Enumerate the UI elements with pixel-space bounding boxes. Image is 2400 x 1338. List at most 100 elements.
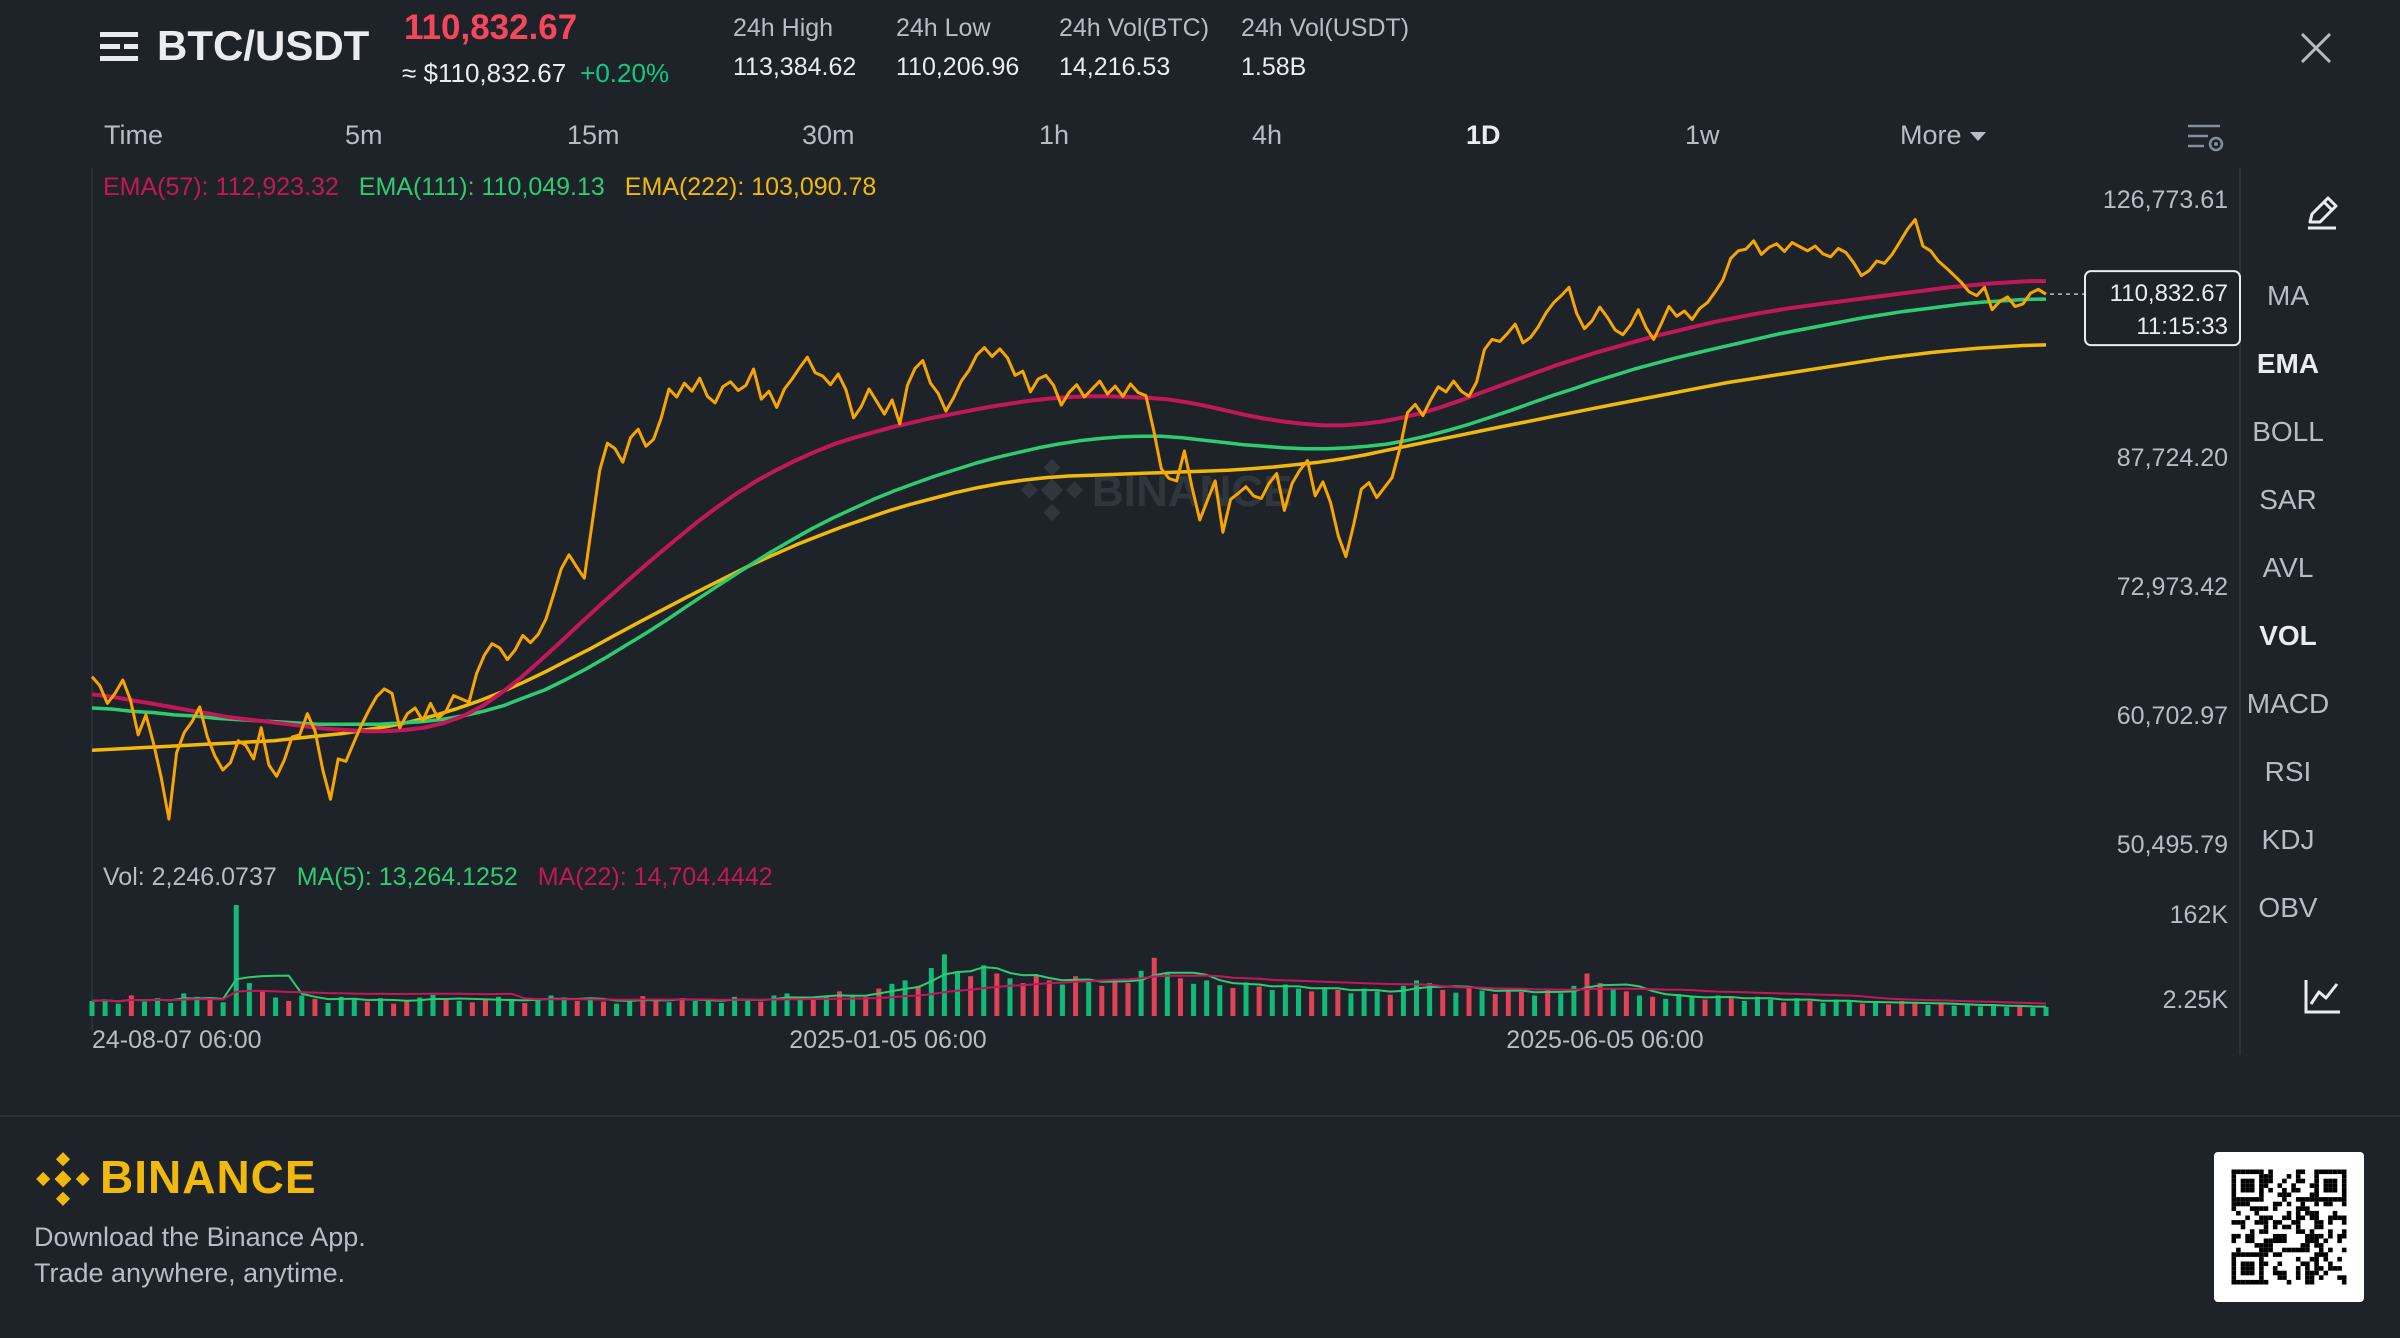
qr-module (2259, 1215, 2264, 1221)
volume-bar (1230, 987, 1236, 1016)
qr-module (2263, 1215, 2269, 1221)
tab-1h[interactable]: 1h (1039, 120, 1070, 150)
volume-bar (2030, 1007, 2036, 1016)
stat-24h-low: 24h Low 110,206.96 (896, 14, 1019, 82)
volume-bar (1636, 995, 1642, 1016)
volume-bar (1282, 984, 1288, 1016)
qr-module (2277, 1233, 2283, 1239)
tab-5m[interactable]: 5m (345, 120, 383, 150)
qr-module (2268, 1174, 2273, 1179)
volume-bar (1663, 998, 1669, 1016)
stat-label: 24h High (733, 14, 834, 42)
qr-module (2314, 1233, 2319, 1239)
qr-module (2328, 1169, 2333, 1175)
qr-module (2314, 1266, 2319, 1271)
qr-module (2277, 1270, 2283, 1276)
indicator-avl[interactable]: AVL (2262, 552, 2314, 583)
tab-1d[interactable]: 1D (1466, 120, 1501, 150)
footer-tagline-1: Download the Binance App. (34, 1222, 366, 1252)
volume-bar (692, 1000, 698, 1016)
ema111-line (91, 297, 2047, 726)
indicator-vol[interactable]: VOL (2259, 620, 2317, 651)
chart-type-icon[interactable] (2302, 976, 2342, 1016)
tab-1w[interactable]: 1w (1685, 120, 1720, 150)
indicator-macd[interactable]: MACD (2246, 688, 2330, 719)
indicator-boll[interactable]: BOLL (2252, 416, 2324, 447)
qr-module (2249, 1266, 2255, 1271)
tab-30m[interactable]: 30m (802, 120, 855, 150)
qr-module (2341, 1178, 2347, 1184)
qr-module (2332, 1178, 2338, 1184)
qr-module (2254, 1220, 2260, 1225)
qr-module (2236, 1169, 2241, 1175)
qr-module (2328, 1178, 2333, 1184)
qr-module (2249, 1279, 2255, 1285)
qr-module (2295, 1174, 2301, 1179)
tab-4h[interactable]: 4h (1252, 120, 1283, 150)
indicator-kdj[interactable]: KDJ (2261, 824, 2315, 855)
chart-lines (90, 218, 2047, 821)
qr-module (2259, 1192, 2264, 1198)
volume-bar (443, 998, 449, 1016)
volume-bar (351, 999, 357, 1016)
qr-module (2337, 1238, 2342, 1244)
volume-bar (745, 999, 751, 1016)
qr-module (2231, 1183, 2237, 1188)
indicator-ma[interactable]: MA (2267, 280, 2309, 311)
volume-bar (1873, 1002, 1879, 1016)
volume-bar (1728, 998, 1734, 1016)
close-icon[interactable] (2296, 28, 2336, 68)
volume-bar (1505, 988, 1511, 1016)
qr-module (2314, 1243, 2319, 1248)
qr-module (2240, 1178, 2246, 1184)
volume-bar (941, 954, 947, 1016)
qr-module (2309, 1279, 2315, 1285)
qr-module (2245, 1215, 2250, 1221)
footer-brand: BINANCE (100, 1151, 317, 1203)
indicator-ema[interactable]: EMA (2256, 348, 2320, 379)
qr-module (2295, 1247, 2301, 1253)
stat-label: 24h Vol(BTC) (1059, 14, 1210, 42)
qr-module (2245, 1169, 2250, 1175)
qr-module (2231, 1233, 2237, 1239)
qr-module (2277, 1201, 2283, 1207)
qr-module (2282, 1192, 2287, 1198)
volume-bar (1558, 993, 1564, 1016)
volume-bar (1151, 957, 1157, 1016)
stat-label: 24h Vol(USDT) (1241, 14, 1410, 42)
qr-module (2309, 1192, 2315, 1198)
qr-module (2341, 1197, 2347, 1202)
qr-module (2337, 1266, 2342, 1271)
qr-module (2282, 1275, 2287, 1280)
tab-more[interactable]: More (1900, 120, 1986, 151)
tab-time[interactable]: Time (104, 120, 163, 150)
volume-bar (1348, 993, 1354, 1016)
qr-module (2309, 1256, 2315, 1262)
qr-module (2314, 1183, 2319, 1188)
indicator-rsi[interactable]: RSI (2264, 756, 2312, 787)
indicator-sar[interactable]: SAR (2259, 484, 2317, 515)
price-tick-label: 60,702.97 (2117, 702, 2228, 730)
pencil-icon[interactable] (2302, 192, 2342, 232)
qr-module (2309, 1233, 2315, 1239)
qr-module (2259, 1187, 2264, 1193)
stat-24h-vol-usdt: 24h Vol(USDT) 1.58B (1241, 14, 1409, 82)
qr-module (2263, 1261, 2269, 1267)
qr-module (2305, 1266, 2310, 1271)
menu-icon[interactable] (100, 28, 138, 66)
qr-module (2245, 1187, 2250, 1193)
qr-module (2309, 1238, 2315, 1244)
price-chart[interactable]: BINANCE 126,773.6187,724.2072,973.4260,7… (0, 0, 2400, 1115)
chart-settings-icon[interactable] (2186, 120, 2226, 156)
volume-bar (325, 1002, 331, 1016)
qr-module (2282, 1215, 2287, 1221)
qr-module (2286, 1247, 2292, 1253)
qr-module (2249, 1169, 2255, 1175)
qr-module (2314, 1210, 2319, 1216)
indicator-obv[interactable]: OBV (2258, 892, 2318, 923)
qr-module (2291, 1183, 2296, 1188)
tab-15m[interactable]: 15m (567, 120, 620, 150)
qr-module (2249, 1270, 2255, 1276)
qr-module (2272, 1252, 2278, 1257)
qr-module (2259, 1183, 2264, 1188)
